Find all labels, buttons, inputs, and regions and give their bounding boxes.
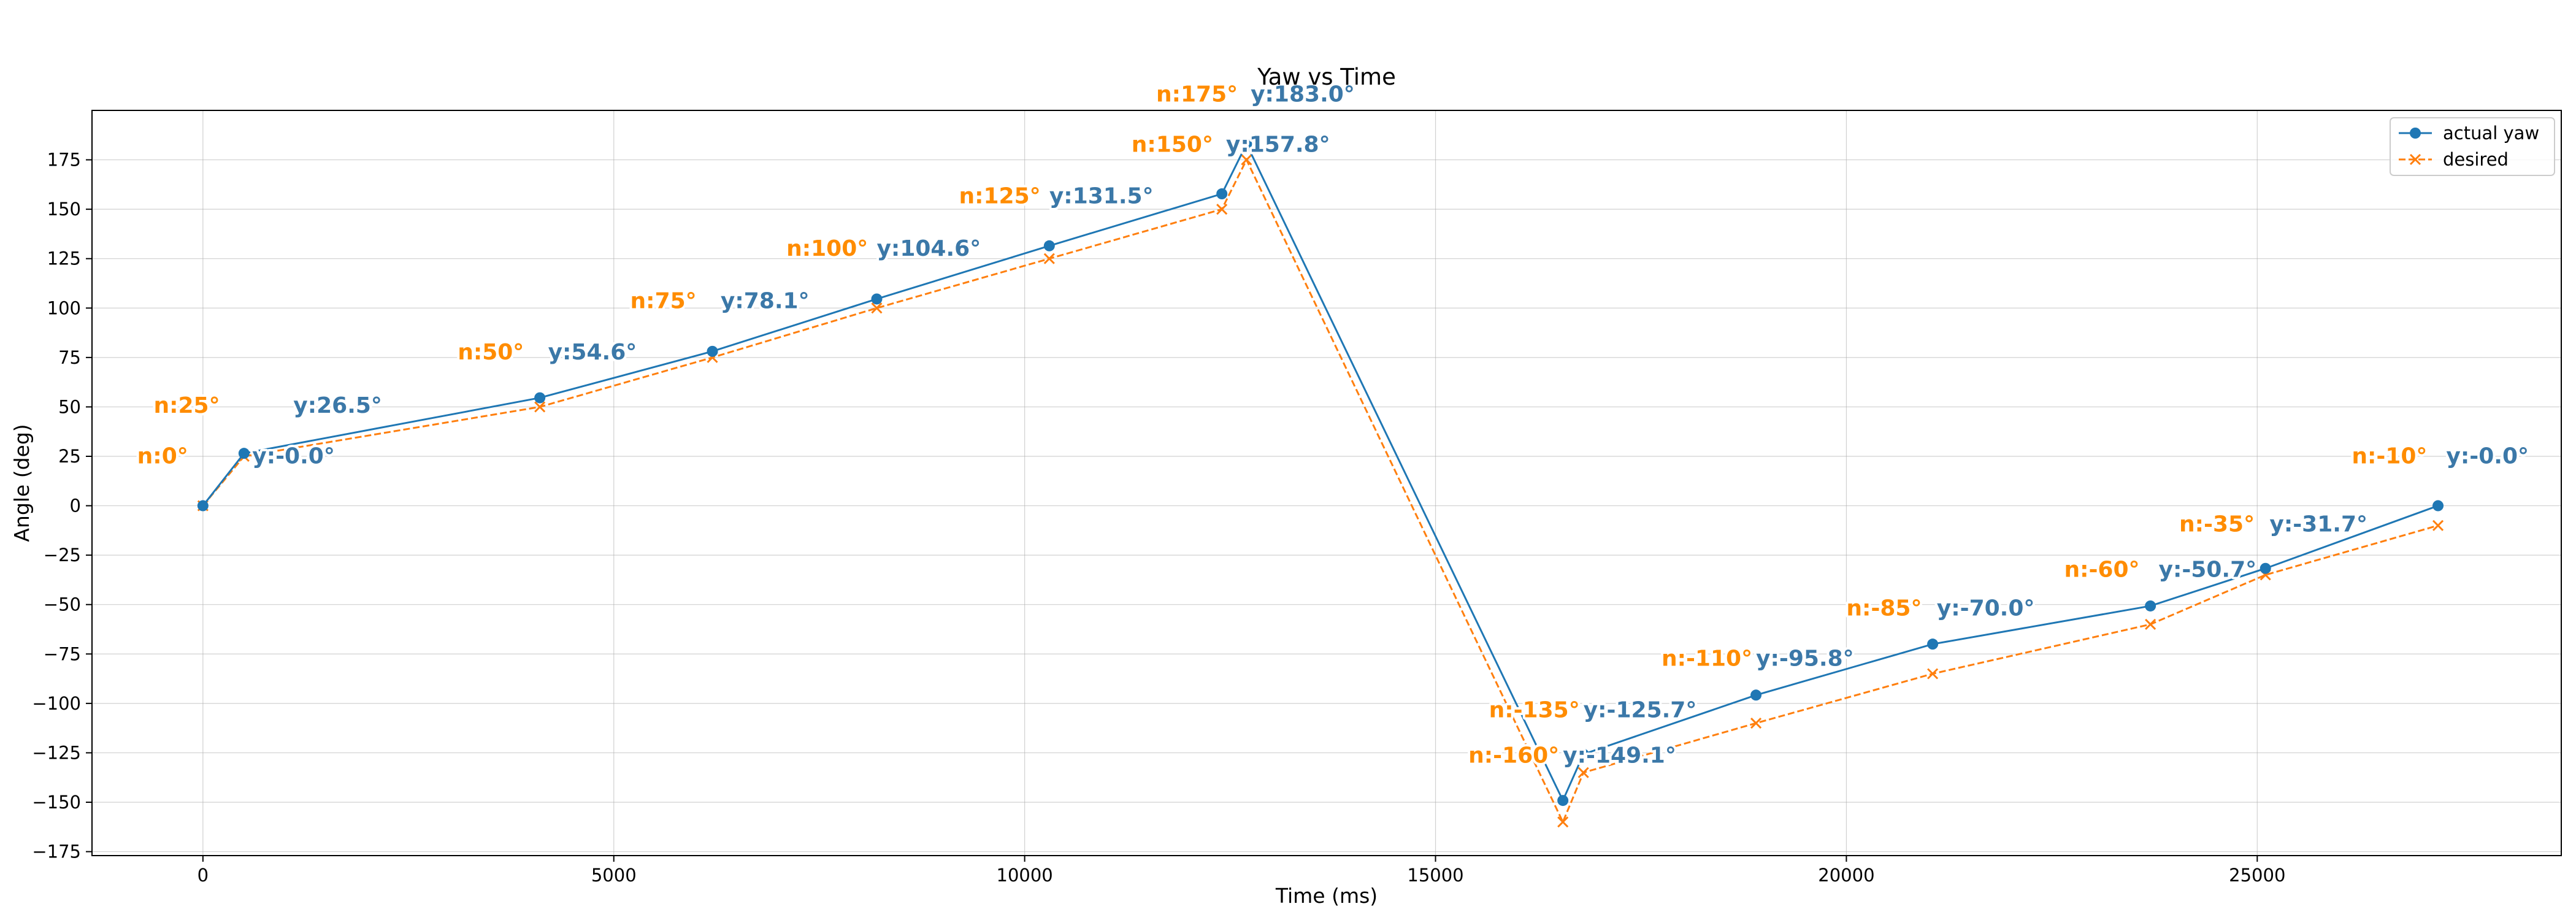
desired-point bbox=[534, 401, 546, 413]
x-tick-label: 15000 bbox=[1407, 865, 1463, 886]
x-axis-label: Time (ms) bbox=[1275, 884, 1378, 908]
x-tick-label: 25000 bbox=[2229, 865, 2285, 886]
x-tick-label: 0 bbox=[197, 865, 209, 886]
legend-actual-swatch-marker bbox=[2410, 128, 2421, 139]
y-tick-label: −175 bbox=[32, 841, 81, 862]
y-tick-label: 150 bbox=[47, 199, 81, 220]
x-tick-label: 10000 bbox=[997, 865, 1053, 886]
actual-yaw-point bbox=[1750, 689, 1762, 701]
desired-value-label: n:150° bbox=[1132, 132, 1213, 158]
y-tick-label: −25 bbox=[44, 545, 81, 565]
desired-value-label: n:125° bbox=[959, 183, 1040, 209]
desired-value-label: n:75° bbox=[631, 288, 697, 313]
actual-yaw-point bbox=[2432, 500, 2444, 512]
legend: actual yaw desired bbox=[2390, 117, 2555, 176]
y-tick-label: −100 bbox=[32, 693, 81, 714]
desired-point bbox=[871, 302, 883, 314]
y-tick-label: −125 bbox=[32, 742, 81, 763]
desired-value-label: n:-85° bbox=[1846, 596, 1922, 621]
y-tick-label: 50 bbox=[58, 396, 81, 417]
legend-actual-label: actual yaw bbox=[2443, 123, 2539, 144]
actual-yaw-point bbox=[1043, 240, 1055, 251]
desired-point bbox=[1216, 204, 1228, 215]
desired-point bbox=[1927, 668, 1939, 680]
x-tick-label: 5000 bbox=[591, 865, 637, 886]
desired-point bbox=[1043, 253, 1055, 264]
actual-yaw-point bbox=[1241, 138, 1252, 150]
desired-point bbox=[1557, 816, 1569, 828]
actual-value-label: y:157.8° bbox=[1226, 132, 1330, 158]
desired-value-label: n:-110° bbox=[1662, 646, 1752, 672]
actual-yaw-point bbox=[1577, 748, 1589, 760]
actual-value-label: y:-149.1° bbox=[1563, 743, 1676, 769]
desired-value-label: n:-10° bbox=[2352, 443, 2427, 469]
y-tick-label: 100 bbox=[47, 297, 81, 318]
actual-value-label: y:26.5° bbox=[293, 393, 382, 418]
actual-value-label: y:-50.7° bbox=[2159, 558, 2257, 583]
desired-point bbox=[1577, 767, 1589, 778]
y-tick-label: 175 bbox=[47, 150, 81, 171]
actual-yaw-point bbox=[2145, 600, 2156, 611]
annotation-layer: n:0° y:-0.0° n:25° y:26.5° n:50° y:54.6° n:75°… bbox=[135, 79, 2531, 770]
desired-value-label: n:-160° bbox=[1468, 743, 1559, 769]
actual-value-label: y:-70.0° bbox=[1937, 596, 2035, 621]
actual-yaw-point bbox=[1557, 795, 1569, 807]
grid-lines bbox=[92, 110, 2561, 856]
actual-value-label: y:54.6° bbox=[548, 340, 637, 365]
actual-value-label: y:-95.8° bbox=[1756, 646, 1854, 672]
desired-value-label: n:50° bbox=[458, 340, 524, 365]
actual-value-label: y:-31.7° bbox=[2269, 512, 2367, 537]
desired-value-label: n:100° bbox=[786, 236, 868, 261]
y-tick-label: 25 bbox=[58, 446, 81, 467]
actual-yaw-point bbox=[871, 293, 883, 305]
y-tick-label: −75 bbox=[44, 643, 81, 664]
y-tick-label: 75 bbox=[58, 347, 81, 368]
y-tick-label: −50 bbox=[44, 594, 81, 615]
desired-point bbox=[2432, 519, 2444, 531]
desired-point bbox=[1241, 154, 1252, 166]
desired-point bbox=[2145, 618, 2156, 630]
series-layer bbox=[197, 138, 2444, 828]
x-tick-label: 20000 bbox=[1818, 865, 1874, 886]
desired-point bbox=[1750, 718, 1762, 729]
desired-value-label: n:175° bbox=[1156, 82, 1238, 107]
actual-value-label: y:-0.0° bbox=[252, 443, 335, 469]
actual-value-label: y:78.1° bbox=[721, 288, 810, 313]
axis-ticks: 0 5000 10000 15000 20000 25000 −175 −150 −125 −10… bbox=[32, 150, 2285, 886]
desired-value-label: n:-135° bbox=[1489, 697, 1580, 723]
actual-yaw-point bbox=[2260, 562, 2271, 574]
desired-value-label: n:0° bbox=[137, 443, 188, 469]
y-tick-label: 125 bbox=[47, 248, 81, 269]
y-axis-label: Angle (deg) bbox=[10, 424, 34, 542]
actual-yaw-point bbox=[1927, 638, 1939, 650]
actual-value-label: y:104.6° bbox=[876, 236, 981, 261]
y-tick-label: 0 bbox=[70, 496, 81, 516]
actual-value-label: y:-0.0° bbox=[2446, 443, 2529, 469]
actual-yaw-point bbox=[707, 345, 718, 357]
actual-value-label: y:-125.7° bbox=[1584, 697, 1697, 723]
actual-yaw-point bbox=[534, 392, 546, 404]
desired-value-label: n:-35° bbox=[2179, 512, 2255, 537]
desired-value-label: n:25° bbox=[153, 393, 220, 418]
desired-line bbox=[202, 158, 2439, 824]
actual-value-label: y:131.5° bbox=[1049, 183, 1154, 209]
y-tick-label: −150 bbox=[32, 792, 81, 813]
plot-frame bbox=[91, 110, 2562, 856]
actual-yaw-line bbox=[202, 142, 2439, 803]
desired-value-label: n:-60° bbox=[2064, 558, 2139, 583]
actual-yaw-point bbox=[238, 448, 250, 459]
legend-desired-swatch-marker bbox=[2409, 153, 2421, 166]
actual-yaw-point bbox=[197, 500, 209, 512]
actual-yaw-point bbox=[1216, 188, 1228, 200]
chart-title: Yaw vs Time bbox=[1257, 64, 1396, 90]
actual-value-label: y:183.0° bbox=[1251, 82, 1355, 107]
legend-desired-label: desired bbox=[2443, 149, 2509, 170]
